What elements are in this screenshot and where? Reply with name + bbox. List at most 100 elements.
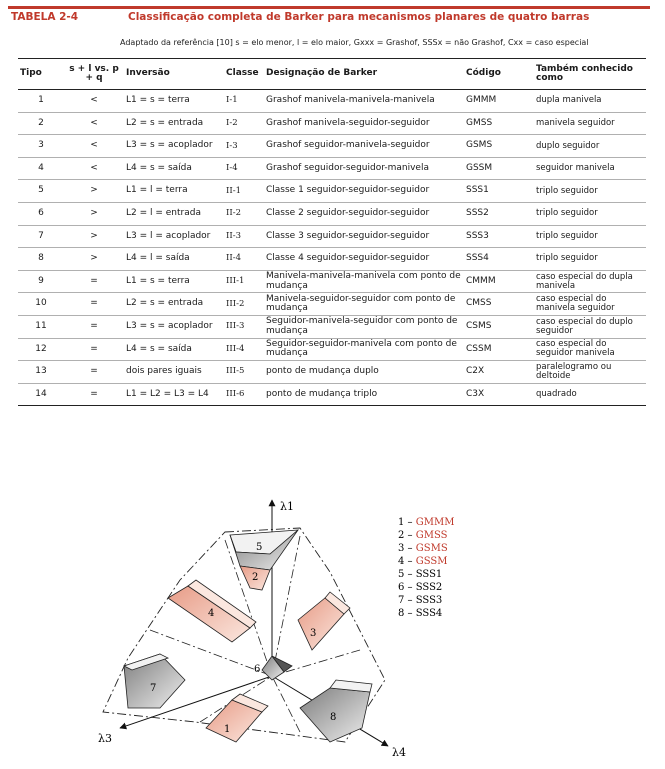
table-header-row: Tipo s + l vs. p + q Inversão Classe Des…	[18, 58, 646, 90]
dash-line-b	[271, 535, 301, 677]
cell-tipo: 11	[18, 315, 64, 339]
cell-inversao: L1 = L2 = L3 = L4	[124, 383, 224, 407]
cell-codigo: CMMM	[464, 270, 534, 294]
cell-designacao: Seguidor-seguidor-manivela com ponto de …	[264, 338, 464, 362]
cell-inversao: L1 = l = terra	[124, 179, 224, 203]
axis-label-lambda4: λ4	[392, 746, 406, 759]
cell-codigo: GMMM	[464, 89, 534, 113]
cell-alias: quadrado	[534, 383, 646, 407]
cell-alias: manivela seguidor	[534, 112, 646, 136]
cell-designacao: Manivela-manivela-manivela com ponto de …	[264, 270, 464, 294]
cell-codigo: C2X	[464, 360, 534, 384]
cell-classe: I-1	[224, 89, 264, 113]
cell-codigo: GSMS	[464, 134, 534, 158]
cell-tipo: 14	[18, 383, 64, 407]
region-8-shape	[299, 687, 371, 743]
cell-codigo: GSSM	[464, 157, 534, 181]
cell-designacao: ponto de mudança duplo	[264, 360, 464, 384]
cell-codigo: SSS4	[464, 247, 534, 271]
header-designacao: Designação de Barker	[264, 58, 464, 90]
legend-code-2: GMSS	[416, 530, 448, 541]
cell-comparison: =	[64, 315, 124, 339]
table-row: 12 = L4 = s = saída III-4 Seguidor-seguidor-…	[18, 338, 646, 362]
cell-comparison: <	[64, 112, 124, 136]
cell-tipo: 9	[18, 270, 64, 294]
region-label-4: 4	[208, 608, 214, 619]
header-alias: Também conhecido como	[534, 58, 646, 90]
cell-alias: triplo seguidor	[534, 247, 646, 271]
table-row: 7 > L3 = l = acoplador II-3 Classe 3 seguido…	[18, 225, 646, 249]
region-label-2: 2	[252, 572, 258, 583]
axis-lambda3	[119, 675, 273, 730]
cell-classe: III-1	[224, 270, 264, 294]
cell-alias: paralelogramo ou deltoide	[534, 360, 646, 384]
cell-codigo: CSSM	[464, 338, 534, 362]
cell-tipo: 4	[18, 157, 64, 181]
region-4-top	[187, 579, 257, 629]
cell-tipo: 12	[18, 338, 64, 362]
cell-alias: caso especial do dupla manivela	[534, 270, 646, 294]
region-8-top	[329, 679, 373, 693]
cell-comparison: =	[64, 338, 124, 362]
cell-comparison: <	[64, 157, 124, 181]
region-2-shape	[239, 565, 271, 591]
region-label-7: 7	[150, 683, 156, 694]
cell-designacao: Classe 1 seguidor-seguidor-seguidor	[264, 179, 464, 203]
legend-code-8: SSS4	[416, 608, 443, 619]
cell-tipo: 2	[18, 112, 64, 136]
cell-alias: seguidor manivela	[534, 157, 646, 181]
legend-item-2: 2 – GMSS	[398, 530, 448, 541]
cell-inversao: L3 = s = acoplador	[124, 134, 224, 158]
cell-alias: caso especial do duplo seguidor	[534, 315, 646, 339]
cell-designacao: Grashof seguidor-manivela-seguidor	[264, 134, 464, 158]
cell-comparison: =	[64, 383, 124, 407]
cell-codigo: GMSS	[464, 112, 534, 136]
cell-classe: II-1	[224, 179, 264, 203]
cell-inversao: L4 = s = saída	[124, 338, 224, 362]
axis-label-lambda1: λ1	[280, 500, 294, 513]
legend-item-1: 1 – GMMM	[398, 517, 454, 528]
cell-tipo: 13	[18, 360, 64, 384]
cell-tipo: 7	[18, 225, 64, 249]
table-row: 5 > L1 = l = terra II-1 Classe 1 seguidor-se…	[18, 179, 646, 203]
cell-comparison: >	[64, 179, 124, 203]
cell-codigo: SSS2	[464, 202, 534, 226]
cell-comparison: <	[64, 89, 124, 113]
table-title-bar: TABELA 2-4 Classificação completa de Bar…	[8, 6, 650, 27]
legend-item-6: 6 – SSS2	[398, 582, 442, 593]
cell-classe: III-6	[224, 383, 264, 407]
cell-classe: II-3	[224, 225, 264, 249]
cell-codigo: C3X	[464, 383, 534, 407]
cell-alias: triplo seguidor	[534, 202, 646, 226]
legend-code-1: GMMM	[416, 517, 455, 528]
dash-line-d	[271, 649, 361, 677]
cell-alias: caso especial do seguidor manivela	[534, 338, 646, 362]
table-row: 3 < L3 = s = acoplador I-3 Grashof seguidor-…	[18, 134, 646, 158]
cell-comparison: <	[64, 134, 124, 158]
cell-classe: III-2	[224, 292, 264, 316]
legend-item-5: 5 – SSS1	[398, 569, 442, 580]
cell-tipo: 8	[18, 247, 64, 271]
cell-classe: II-4	[224, 247, 264, 271]
region-label-3: 3	[310, 628, 316, 639]
table-row: 1 < L1 = s = terra I-1 Grashof manivela-mani…	[18, 89, 646, 113]
cell-comparison: =	[64, 360, 124, 384]
cell-comparison: >	[64, 225, 124, 249]
table-row: 13 = dois pares iguais III-5 ponto de mudanç…	[18, 360, 646, 384]
cell-designacao: Classe 3 seguidor-seguidor-seguidor	[264, 225, 464, 249]
cell-designacao: Grashof manivela-seguidor-seguidor	[264, 112, 464, 136]
cell-inversao: L3 = l = acoplador	[124, 225, 224, 249]
cell-classe: I-4	[224, 157, 264, 181]
header-comparison: s + l vs. p + q	[64, 58, 124, 90]
legend-code-3: GSMS	[416, 543, 448, 554]
cell-classe: III-4	[224, 338, 264, 362]
region-7-top	[122, 653, 170, 671]
table-subtitle: Adaptado da referência [10] s = elo meno…	[120, 38, 589, 47]
cell-designacao: Grashof manivela-manivela-manivela	[264, 89, 464, 113]
legend-item-7: 7 – SSS3	[398, 595, 442, 606]
cell-comparison: =	[64, 270, 124, 294]
cell-tipo: 1	[18, 89, 64, 113]
cell-inversao: L3 = s = acoplador	[124, 315, 224, 339]
header-classe: Classe	[224, 58, 264, 90]
table-row: 2 < L2 = s = entrada I-2 Grashof manivela-se…	[18, 112, 646, 136]
